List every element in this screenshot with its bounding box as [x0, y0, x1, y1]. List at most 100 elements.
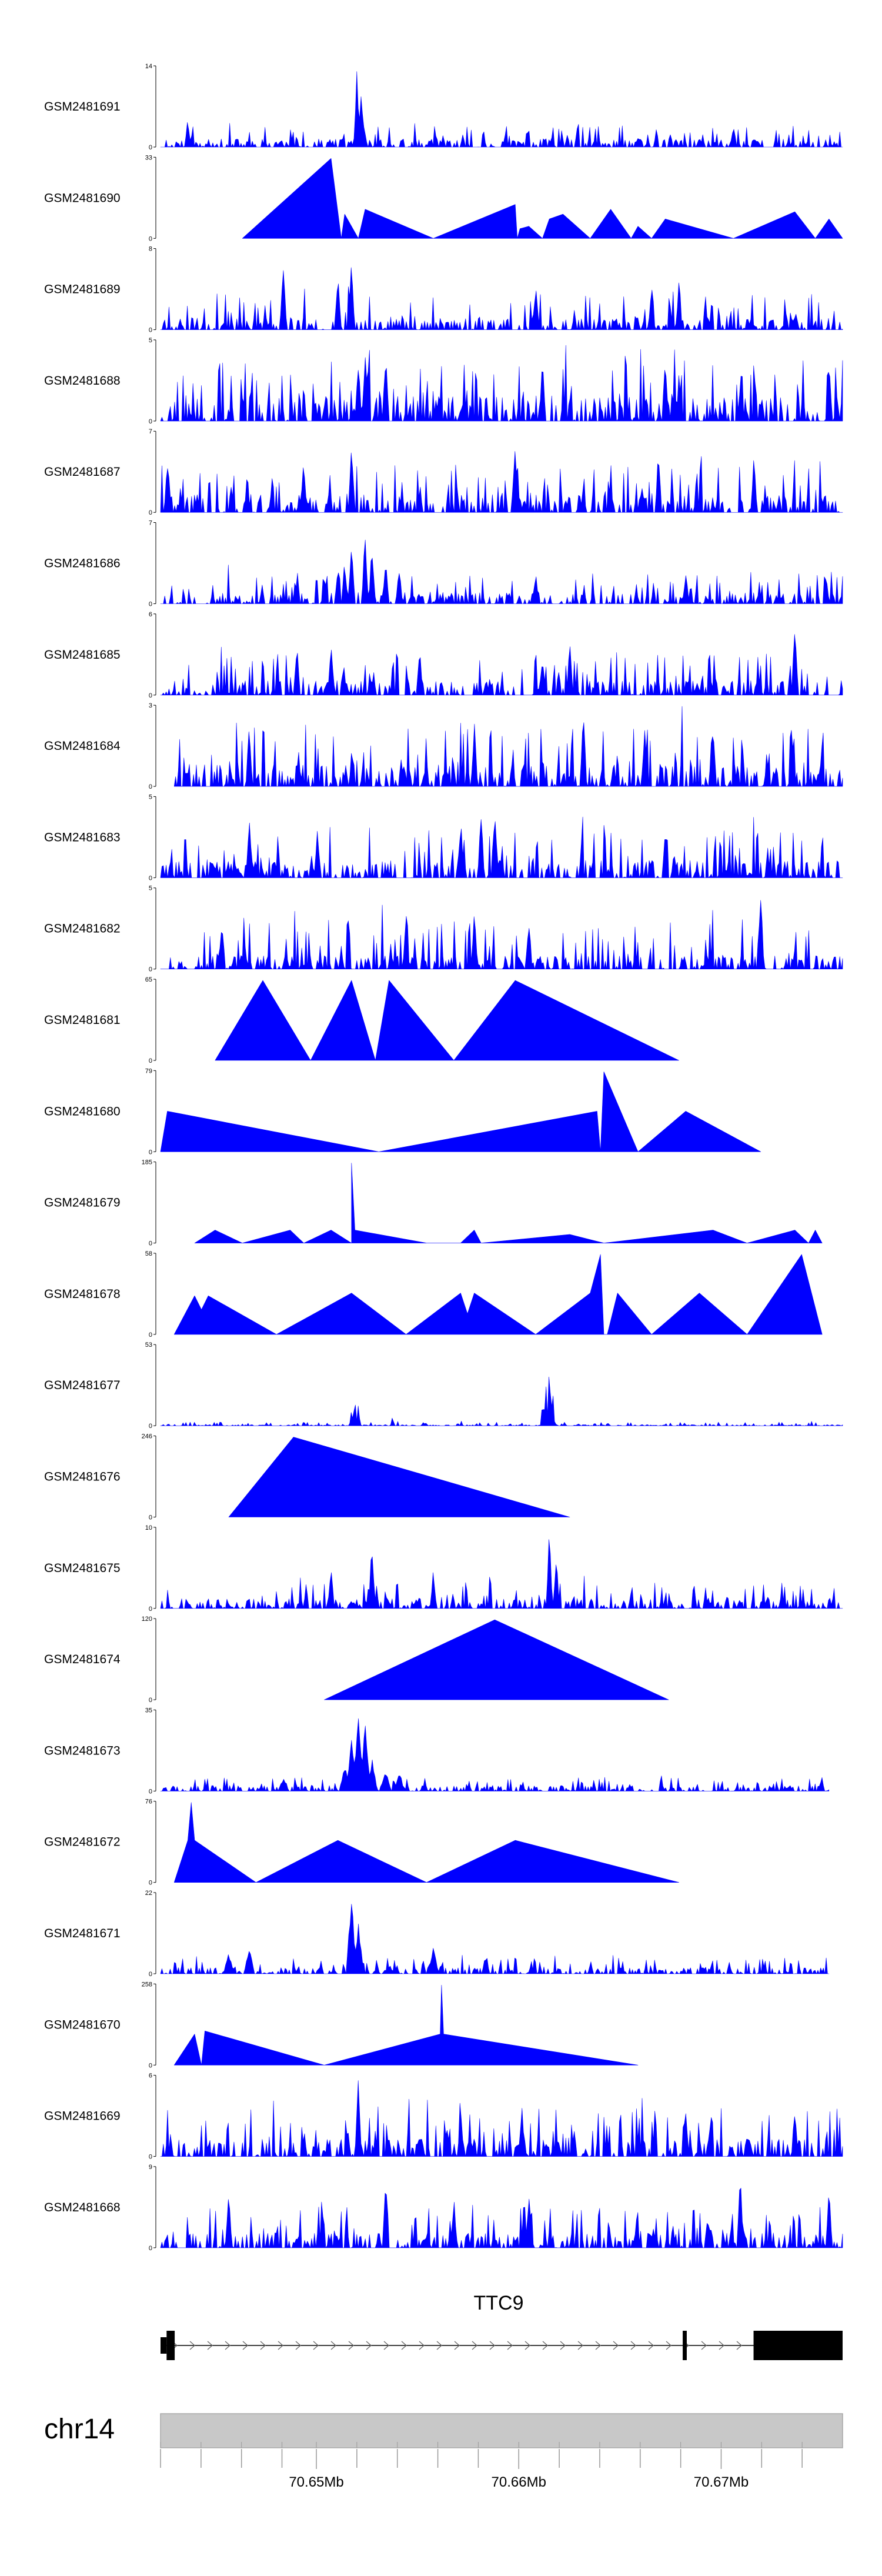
y-min-label: 0: [149, 692, 152, 699]
track-label: GSM2481673: [44, 1744, 121, 1757]
track-label: GSM2481683: [44, 830, 121, 844]
strand-arrow-icon: [719, 2341, 724, 2350]
axis-tick-label: 70.65Mb: [289, 2474, 343, 2490]
track-GSM2481683: GSM2481683 5 0: [44, 793, 843, 882]
track-GSM2481682: GSM2481682 5 0: [44, 885, 843, 973]
track-GSM2481671: GSM2481671 22 0: [44, 1890, 830, 1978]
coverage-area: [160, 539, 843, 604]
y-min-label: 0: [149, 1697, 152, 1704]
track-label: GSM2481675: [44, 1561, 121, 1575]
y-max-label: 10: [145, 1524, 152, 1531]
y-min-label: 0: [149, 327, 152, 334]
strand-arrow-icon: [242, 2341, 248, 2350]
coverage-area: [160, 634, 843, 696]
y-min-label: 0: [149, 418, 152, 425]
coverage-area: [160, 1539, 843, 1609]
coverage-area: [242, 158, 843, 239]
strand-arrow-icon: [542, 2341, 548, 2350]
strand-arrow-icon: [472, 2341, 477, 2350]
strand-arrow-icon: [189, 2341, 195, 2350]
y-min-label: 0: [149, 1880, 152, 1887]
track-GSM2481680: GSM2481680 79 0: [44, 1067, 761, 1156]
chromosome-label: chr14: [44, 2414, 115, 2445]
track-GSM2481673: GSM2481673 35 0: [44, 1707, 830, 1795]
coverage-area: [160, 1718, 830, 1791]
strand-arrow-icon: [330, 2341, 336, 2350]
strand-arrow-icon: [666, 2341, 671, 2350]
y-min-label: 0: [149, 2245, 152, 2252]
genome-axis-track: chr14 70.65Mb 70.66Mb 70.67Mb: [44, 2413, 843, 2490]
strand-arrow-icon: [577, 2341, 583, 2350]
track-GSM2481668: GSM2481668 9 0: [44, 2164, 843, 2252]
strand-arrow-icon: [613, 2341, 619, 2350]
coverage-area: [228, 1437, 570, 1517]
track-label: GSM2481680: [44, 1105, 121, 1118]
track-GSM2481676: GSM2481676 246 0: [44, 1433, 570, 1521]
y-min-label: 0: [149, 783, 152, 790]
axis-tick-label: 70.66Mb: [492, 2474, 546, 2490]
track-label: GSM2481676: [44, 1470, 121, 1484]
y-min-label: 0: [149, 2154, 152, 2161]
strand-arrow-icon: [560, 2341, 566, 2350]
track-GSM2481670: GSM2481670 258 0: [44, 1981, 639, 2069]
track-label: GSM2481688: [44, 374, 121, 388]
strand-arrow-icon: [507, 2341, 513, 2350]
track-GSM2481672: GSM2481672 76 0: [44, 1798, 679, 1887]
track-label: GSM2481679: [44, 1196, 121, 1210]
y-min-label: 0: [149, 1423, 152, 1430]
strand-arrow-icon: [225, 2341, 230, 2350]
y-min-label: 0: [149, 1514, 152, 1521]
strand-arrow-icon: [295, 2341, 301, 2350]
track-label: GSM2481672: [44, 1836, 121, 1849]
coverage-area: [160, 71, 843, 148]
strand-arrow-icon: [489, 2341, 495, 2350]
coverage-area: [160, 451, 843, 513]
track-label: GSM2481678: [44, 1287, 121, 1301]
strand-arrow-icon: [436, 2341, 442, 2350]
y-max-label: 22: [145, 1890, 152, 1897]
track-label: GSM2481686: [44, 557, 121, 570]
y-min-label: 0: [149, 509, 152, 516]
y-max-label: 53: [145, 1342, 152, 1349]
track-GSM2481687: GSM2481687 7 0: [44, 428, 843, 516]
coverage-area: [173, 1985, 639, 2066]
y-min-label: 0: [149, 144, 152, 151]
coverage-area: [160, 2188, 843, 2248]
strand-arrow-icon: [348, 2341, 354, 2350]
strand-arrow-icon: [419, 2341, 425, 2350]
coverage-area: [160, 2080, 843, 2157]
strand-arrow-icon: [260, 2341, 266, 2350]
track-label: GSM2481677: [44, 1379, 121, 1392]
y-min-label: 0: [149, 1057, 152, 1065]
y-max-label: 3: [149, 702, 152, 709]
track-label: GSM2481674: [44, 1653, 121, 1666]
y-min-label: 0: [149, 1149, 152, 1156]
y-max-label: 14: [145, 63, 152, 70]
y-max-label: 185: [142, 1159, 152, 1166]
track-GSM2481690: GSM2481690 33 0: [44, 154, 843, 242]
gene-exon: [161, 2337, 167, 2354]
strand-arrow-icon: [648, 2341, 654, 2350]
chromosome-ideogram: [160, 2413, 843, 2448]
track-label: GSM2481670: [44, 2018, 121, 2031]
y-min-label: 0: [149, 1332, 152, 1339]
coverage-area: [160, 1072, 761, 1152]
y-max-label: 6: [149, 2073, 152, 2080]
y-max-label: 6: [149, 611, 152, 618]
track-GSM2481684: GSM2481684 3 0: [44, 702, 843, 790]
y-min-label: 0: [149, 875, 152, 882]
track-GSM2481688: GSM2481688 5 0: [44, 337, 843, 425]
coverage-area: [173, 706, 843, 787]
track-label: GSM2481669: [44, 2110, 121, 2123]
track-GSM2481686: GSM2481686 7 0: [44, 520, 843, 608]
track-label: GSM2481689: [44, 283, 121, 296]
y-min-label: 0: [149, 235, 152, 242]
coverage-area: [160, 1904, 830, 1974]
gene-exon: [683, 2331, 687, 2360]
gene-annotation-track: TTC9: [161, 2292, 843, 2360]
track-GSM2481677: GSM2481677 53 0: [44, 1342, 843, 1430]
y-max-label: 8: [149, 246, 152, 253]
y-max-label: 5: [149, 885, 152, 892]
